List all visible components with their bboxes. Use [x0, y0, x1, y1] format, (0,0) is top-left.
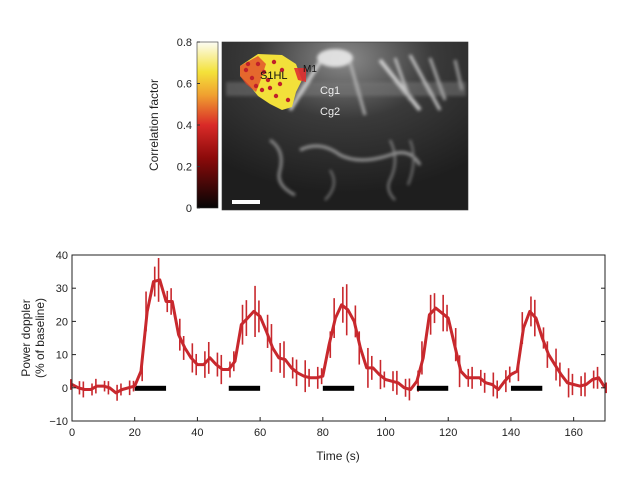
- y-tick-label: 40: [56, 250, 68, 262]
- x-axis-label: Time (s): [316, 449, 360, 463]
- activation-dot: [255, 61, 261, 67]
- colorbar-label: Correlation factor: [147, 79, 161, 171]
- activation-map: [240, 54, 306, 110]
- label-m1: M1: [303, 64, 317, 75]
- brain-image: S1HL M1 Cg1 Cg2: [221, 41, 469, 211]
- stimulus-bars: [134, 385, 543, 391]
- x-tick-label: 120: [439, 427, 457, 439]
- x-tick-label: 80: [317, 427, 329, 439]
- activation-dot: [265, 77, 271, 83]
- x-tick-label: 0: [69, 427, 75, 439]
- activation-dot: [259, 87, 265, 93]
- y-tick-label: 20: [56, 316, 68, 328]
- y-tick-label: 30: [56, 283, 68, 295]
- colorbar-gradient: [196, 41, 219, 209]
- scale-bar: [232, 200, 260, 204]
- y-axis-label: Power doppler: [19, 299, 33, 376]
- activation-dot: [243, 67, 249, 73]
- activation-dot: [261, 69, 267, 75]
- label-cg1: Cg1: [320, 85, 340, 97]
- label-s1hl: S1HL: [260, 70, 288, 82]
- activation-dot: [249, 75, 255, 81]
- stimulus-bar: [322, 385, 355, 391]
- colorbar-tick-label: 0: [186, 203, 192, 215]
- y-tick-label: 10: [56, 350, 68, 362]
- stimulus-bar: [416, 385, 449, 391]
- x-tick-label: 60: [254, 427, 266, 439]
- colorbar: 0 0.2 0.4 0.6 0.8 Correlation factor: [147, 37, 219, 215]
- y-axis-label-units: (% of baseline): [33, 298, 47, 378]
- activation-dot: [271, 59, 277, 65]
- x-tick-label: 140: [502, 427, 520, 439]
- colorbar-tick-label: 0.8: [177, 37, 192, 49]
- plot-frame: [71, 254, 606, 422]
- stimulus-bar: [228, 385, 261, 391]
- activation-dot: [245, 61, 251, 67]
- x-tick-label: 100: [376, 427, 394, 439]
- colorbar-tick-label: 0.6: [177, 79, 192, 91]
- error-bars: [70, 257, 608, 401]
- activation-dot: [253, 83, 259, 89]
- colorbar-tick-label: 0.2: [177, 162, 192, 174]
- activation-dot: [277, 81, 283, 87]
- x-tick-label: 160: [564, 427, 582, 439]
- x-tick-label: 40: [191, 427, 203, 439]
- y-tick-label: −10: [49, 416, 68, 428]
- activation-dot: [273, 93, 279, 99]
- stimulus-bar: [134, 385, 167, 391]
- activation-dot: [285, 97, 291, 103]
- activation-dot: [267, 85, 273, 91]
- colorbar-tick-label: 0.4: [177, 120, 192, 132]
- activation-dot: [279, 67, 285, 73]
- stimulus-bar: [510, 385, 543, 391]
- label-cg2: Cg2: [320, 106, 340, 118]
- series-line: [71, 278, 607, 395]
- y-tick-label: 0: [62, 383, 68, 395]
- x-tick-label: 20: [129, 427, 141, 439]
